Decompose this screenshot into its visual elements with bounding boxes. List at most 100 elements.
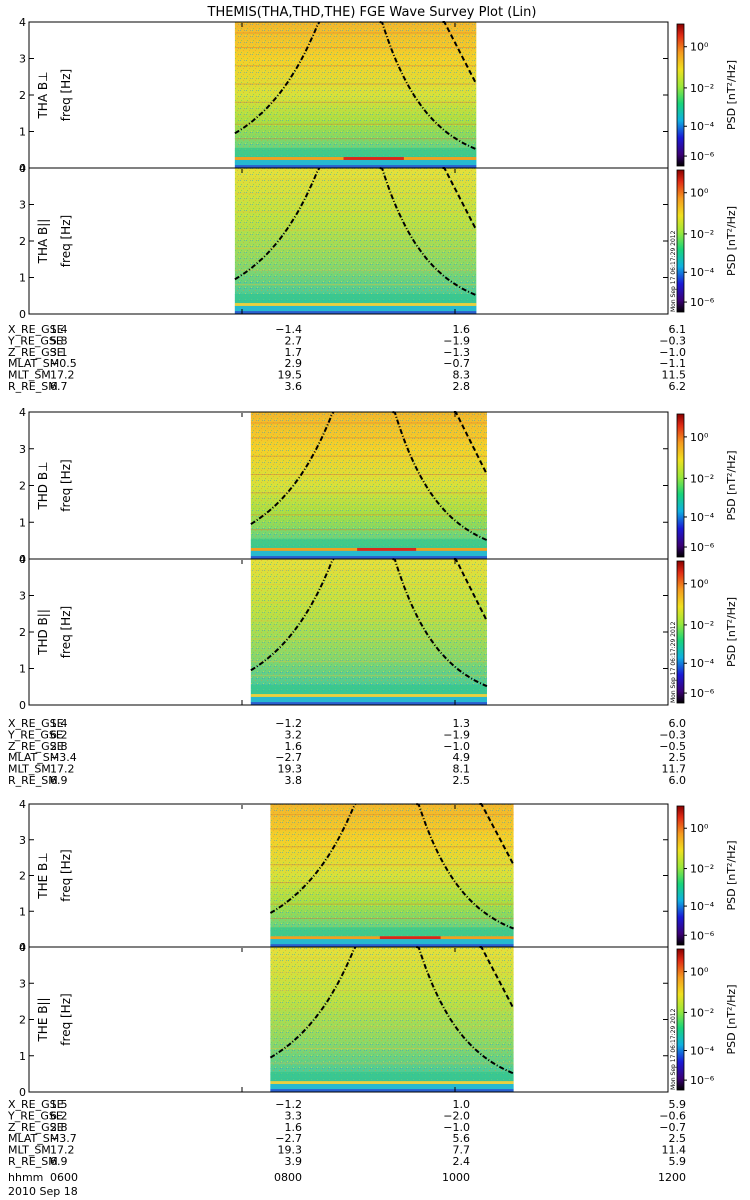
ephemeris-value: 6.0	[669, 717, 687, 730]
ephemeris-row-label: MLT_SM	[8, 1144, 51, 1157]
y-tick-label: 1	[19, 516, 26, 529]
ephemeris-value: 1.0	[453, 1098, 471, 1111]
freq-axis-label: freq [Hz]	[59, 606, 73, 658]
y-tick-label: 2	[19, 870, 26, 883]
colorbar-tick-label: 10⁻²	[690, 228, 714, 241]
low-freq-band	[270, 1072, 514, 1082]
freq-axis-label: freq [Hz]	[59, 849, 73, 901]
ephemeris-value: 3.1	[50, 346, 68, 359]
ephemeris-value: 3.8	[285, 774, 303, 787]
ephemeris-value: 5.9	[669, 1155, 687, 1168]
probe-thd: 0 1 2 3 4 THD B⊥ freq [Hz] 10⁰ 10⁻² 10⁻⁴ 10⁻⁶ PSD […	[7, 406, 738, 787]
ephemeris-value: −3.4	[50, 751, 77, 764]
ephemeris-value: −2.7	[275, 751, 302, 764]
colorbar-tick-label: 10⁻⁴	[690, 657, 715, 670]
ephemeris-value: 3.2	[285, 728, 303, 741]
ephemeris-value: 6.9	[50, 1155, 68, 1168]
ephemeris-row-label: X_RE_GSE	[8, 323, 64, 336]
ephemeris-value: 1.6	[285, 1121, 303, 1134]
colorbar: 10⁰ 10⁻² 10⁻⁴ 10⁻⁶ PSD [nT²/Hz] Mon Sep 17 06…	[670, 169, 738, 313]
freq-axis-label: freq [Hz]	[59, 459, 73, 511]
ephemeris-row-label: X_RE_GSE	[8, 1098, 64, 1111]
ephemeris-value: 17.2	[50, 1144, 75, 1157]
ephemeris-value: 2.4	[453, 1155, 471, 1168]
resonance-peak	[343, 157, 404, 160]
probe-the: 0 1 2 3 4 THE B⊥ freq [Hz] 10⁰ 10⁻² 10⁻⁴ 10⁻⁶ PSD […	[7, 798, 738, 1168]
ephemeris-row-label: MLT_SM	[8, 369, 51, 382]
colorbar-scale	[676, 948, 685, 1091]
panel-ylabel: THE B⊥	[36, 852, 50, 899]
y-tick-label: 2	[19, 235, 26, 248]
ephemeris-row-label: MLAT_SM	[8, 357, 59, 370]
noise-floor-band	[270, 944, 514, 947]
resonance-band	[250, 694, 487, 697]
panel-ylabel: THD B||	[36, 609, 50, 656]
ephemeris-value: 3.9	[285, 1155, 303, 1168]
panel-ylabel: THE B||	[36, 997, 50, 1042]
time-tick-label: 1000	[442, 1171, 470, 1184]
ephemeris-value: 11.5	[662, 369, 687, 382]
colorbar-tick-label: 10⁰	[690, 187, 709, 200]
colorbar-tick-label: 10⁻²	[690, 472, 714, 485]
ephemeris-value: −0.6	[659, 1109, 686, 1122]
colorbar-tick-label: 10⁻⁴	[690, 1045, 715, 1058]
plot-timestamp: Mon Sep 17 06:17:29 2012	[670, 1008, 677, 1090]
colorbar-tick-label: 10⁰	[690, 41, 709, 54]
ephemeris-value: −0.5	[50, 357, 77, 370]
colorbar-tick-label: 10⁰	[690, 578, 709, 591]
freq-axis-label: freq [Hz]	[59, 215, 73, 267]
ephemeris-value: 3.6	[285, 380, 303, 393]
spectrogram-noise	[270, 804, 514, 947]
y-tick-label: 1	[19, 663, 26, 676]
y-tick-label: 3	[19, 590, 26, 603]
noise-floor-band	[250, 550, 487, 557]
ephemeris-value: 1.6	[453, 323, 471, 336]
noise-floor-band	[270, 1089, 514, 1092]
colorbar-tick-label: 10⁻⁶	[690, 929, 715, 942]
ephemeris-value: 8.1	[453, 763, 471, 776]
spectrogram-panel-thd-par: 0 1 2 3 4 THD B|| freq [Hz]	[19, 553, 669, 712]
colorbar-tick-label: 10⁰	[690, 966, 709, 979]
ephemeris-row-label: Z_RE_GSE	[8, 346, 64, 359]
ephemeris-value: −3.7	[50, 1132, 77, 1145]
ephemeris-value: 17.2	[50, 369, 75, 382]
spectrogram-panel-the-par: 0 1 2 3 4 THE B|| freq [Hz]	[19, 941, 669, 1099]
colorbar-tick-label: 10⁻²	[690, 863, 714, 876]
spectrogram-panel-tha-perp: 0 1 2 3 4 THA B⊥ freq [Hz]	[19, 16, 669, 175]
noise-floor-band	[234, 311, 477, 314]
y-tick-label: 2	[19, 480, 26, 493]
ephemeris-value: −1.9	[443, 728, 470, 741]
colorbar-label: PSD [nT²/Hz]	[725, 597, 738, 667]
noise-floor-band	[234, 159, 477, 166]
ephemeris-value: 19.5	[278, 369, 303, 382]
ephemeris-value: −0.7	[443, 357, 470, 370]
ephemeris-value: 19.3	[278, 763, 303, 776]
noise-floor-band	[270, 1084, 514, 1090]
y-tick-label: 1	[19, 905, 26, 918]
low-freq-band	[250, 684, 487, 695]
resonance-band	[270, 1081, 514, 1085]
spectrogram-noise	[270, 947, 514, 1092]
ephemeris-row-label: R_RE_SM	[8, 1155, 58, 1168]
noise-floor-band	[250, 556, 487, 559]
ephemeris-value: 1.6	[285, 740, 303, 753]
colorbar-label: PSD [nT²/Hz]	[725, 984, 738, 1054]
ephemeris-value: −0.3	[659, 728, 686, 741]
colorbar-tick-label: 10⁰	[690, 822, 709, 835]
noise-floor-band	[234, 305, 477, 312]
time-tick-label: 1200	[658, 1171, 686, 1184]
ephemeris-value: −2.0	[443, 1109, 470, 1122]
ephemeris-value: 2.5	[669, 1132, 687, 1145]
probe-tha: 0 1 2 3 4 THA B⊥ freq [Hz] 10⁰ 10⁻² 10⁻⁴ 10⁻⁶ PSD […	[7, 16, 738, 393]
colorbar: 10⁰ 10⁻² 10⁻⁴ 10⁻⁶ PSD [nT²/Hz]	[676, 413, 738, 558]
ephemeris-row-label: X_RE_GSE	[8, 717, 64, 730]
gyrofrequency-curve	[379, 21, 477, 151]
spectrogram-noise	[250, 412, 487, 559]
y-tick-label: 2	[19, 626, 26, 639]
colorbar-tick-label: 10⁻⁶	[690, 1074, 715, 1087]
colorbar: 10⁰ 10⁻² 10⁻⁴ 10⁻⁶ PSD [nT²/Hz] Mon Sep 17 06…	[670, 948, 738, 1091]
gyrofrequency-curve	[416, 946, 514, 1075]
y-tick-label: 1	[19, 272, 26, 285]
